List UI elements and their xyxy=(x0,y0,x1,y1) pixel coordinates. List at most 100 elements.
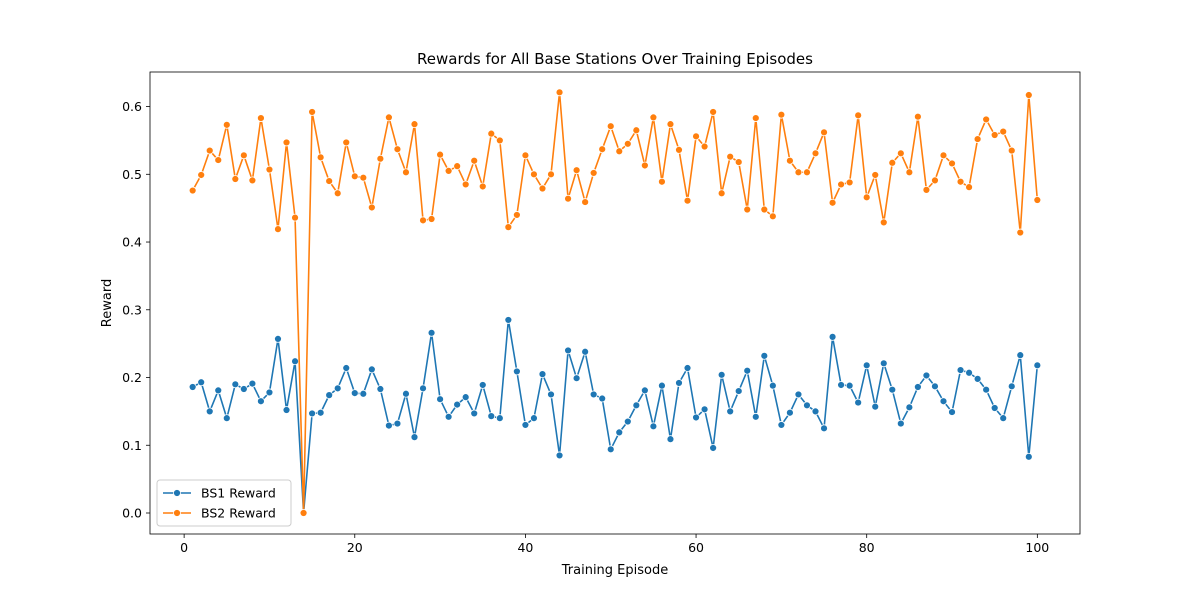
data-point-bs2 xyxy=(316,153,325,162)
legend: BS1 Reward BS2 Reward xyxy=(156,479,292,527)
data-point-bs1 xyxy=(231,380,240,389)
data-point-bs1 xyxy=(333,384,342,393)
x-tick-label: 100 xyxy=(1025,540,1049,555)
data-point-bs2 xyxy=(956,177,965,186)
data-point-bs2 xyxy=(239,151,248,160)
data-point-bs1 xyxy=(939,397,948,406)
data-point-bs2 xyxy=(308,108,317,116)
data-point-bs2 xyxy=(512,211,521,219)
data-point-bs2 xyxy=(205,146,214,155)
data-point-bs1 xyxy=(623,417,632,426)
chart-title: Rewards for All Base Stations Over Train… xyxy=(417,50,813,68)
data-point-bs2 xyxy=(444,167,453,175)
data-point-bs1 xyxy=(615,428,624,437)
data-point-bs2 xyxy=(803,168,811,177)
data-point-bs2 xyxy=(794,168,803,177)
data-point-bs1 xyxy=(427,328,436,337)
x-tick-label: 60 xyxy=(688,540,704,555)
data-point-bs2 xyxy=(547,170,555,179)
data-point-bs1 xyxy=(538,370,547,379)
data-point-bs1 xyxy=(257,397,265,406)
x-tick-label: 20 xyxy=(347,540,363,555)
data-point-bs2 xyxy=(427,215,436,223)
data-point-bs1 xyxy=(734,387,743,395)
data-point-bs2 xyxy=(333,189,342,198)
data-point-bs1 xyxy=(282,406,291,414)
x-tick-label: 80 xyxy=(859,540,875,555)
data-point-bs2 xyxy=(214,156,223,164)
data-point-bs2 xyxy=(896,149,905,158)
data-point-bs2 xyxy=(410,120,419,129)
data-point-bs1 xyxy=(956,366,965,374)
legend-label-bs1: BS1 Reward xyxy=(201,486,276,501)
data-point-bs1 xyxy=(214,386,223,395)
data-point-bs2 xyxy=(282,138,291,147)
data-point-bs2 xyxy=(658,177,666,186)
data-point-bs1 xyxy=(265,388,274,397)
data-point-bs1 xyxy=(990,404,999,412)
data-point-bs1 xyxy=(325,391,334,400)
data-point-bs2 xyxy=(521,151,530,160)
data-point-bs2 xyxy=(538,184,547,193)
data-point-bs2 xyxy=(999,127,1008,136)
legend-entry-bs2: BS2 Reward xyxy=(163,506,276,521)
data-point-bs1 xyxy=(205,407,214,416)
legend-marker-bs1 xyxy=(173,489,181,497)
data-point-bs2 xyxy=(487,129,496,138)
y-tick-label: 0.3 xyxy=(122,302,142,317)
data-point-bs2 xyxy=(666,120,675,129)
data-point-bs2 xyxy=(768,212,777,221)
x-tick-label: 40 xyxy=(517,540,533,555)
data-point-bs2 xyxy=(871,171,880,179)
data-point-bs1 xyxy=(521,421,530,429)
data-point-bs1 xyxy=(896,419,905,428)
data-point-bs1 xyxy=(854,398,863,407)
data-point-bs1 xyxy=(350,389,359,397)
data-point-bs1 xyxy=(342,364,351,372)
data-point-bs1 xyxy=(879,359,888,368)
x-axis-label: Training Episode xyxy=(561,563,668,578)
data-point-bs1 xyxy=(999,414,1008,423)
data-point-bs2 xyxy=(222,120,231,129)
data-point-bs1 xyxy=(197,378,206,387)
data-point-bs2 xyxy=(692,132,700,141)
data-point-bs2 xyxy=(299,509,308,517)
data-point-bs1 xyxy=(589,390,598,399)
data-point-bs2 xyxy=(581,198,590,206)
x-tick-label: 0 xyxy=(180,540,188,555)
y-tick-label: 0.0 xyxy=(122,506,142,521)
data-point-bs1 xyxy=(470,409,479,418)
data-point-bs2 xyxy=(359,173,368,182)
data-point-bs2 xyxy=(845,178,854,187)
data-point-bs2 xyxy=(734,158,743,166)
series-line-bs2 xyxy=(191,91,1039,514)
data-point-bs2 xyxy=(632,126,641,135)
data-point-bs1 xyxy=(504,316,513,324)
data-point-bs1 xyxy=(709,444,718,452)
data-point-bs1 xyxy=(572,374,581,383)
data-point-bs1 xyxy=(905,403,914,412)
data-point-bs1 xyxy=(367,365,376,374)
data-point-bs2 xyxy=(393,145,402,154)
data-point-bs2 xyxy=(948,159,956,168)
data-point-bs2 xyxy=(615,147,624,156)
data-point-bs1 xyxy=(640,386,649,395)
data-point-bs1 xyxy=(495,414,504,423)
data-point-bs1 xyxy=(871,402,880,411)
data-point-bs1 xyxy=(794,390,803,399)
y-tick-label: 0.2 xyxy=(122,370,142,385)
data-point-bs2 xyxy=(325,177,334,185)
data-point-bs2 xyxy=(888,158,897,167)
data-point-bs2 xyxy=(350,172,359,181)
data-point-bs1 xyxy=(811,407,820,416)
data-point-bs2 xyxy=(376,154,385,163)
plot-frame xyxy=(149,71,1081,535)
data-point-bs2 xyxy=(555,88,564,97)
data-point-bs2 xyxy=(1007,146,1016,155)
data-point-bs2 xyxy=(495,136,504,145)
data-point-bs1 xyxy=(1016,351,1025,360)
data-point-bs2 xyxy=(461,180,470,189)
data-point-bs1 xyxy=(717,370,726,379)
data-point-bs2 xyxy=(478,182,487,191)
data-point-bs1 xyxy=(700,405,709,414)
